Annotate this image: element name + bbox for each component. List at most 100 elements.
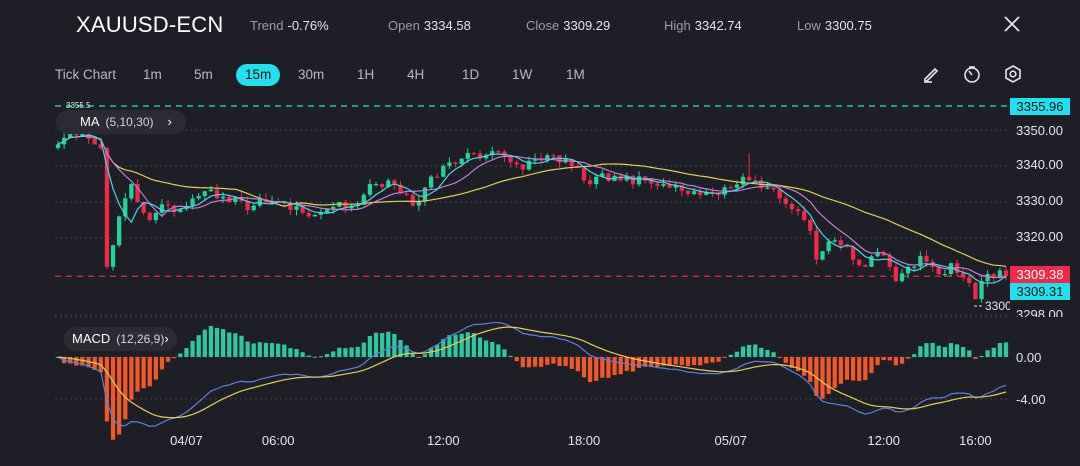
- timer-icon[interactable]: [961, 63, 983, 85]
- macd-histogram-bar: [906, 357, 911, 359]
- candle-body: [214, 189, 220, 199]
- timeframe-15m[interactable]: 15m: [236, 64, 281, 86]
- macd-histogram-bar: [141, 357, 146, 389]
- candle-body: [802, 211, 807, 220]
- macd-signal-line: [57, 326, 1007, 419]
- macd-histogram-bar: [514, 357, 519, 362]
- price-axis-label: 3330.00: [1016, 193, 1063, 208]
- macd-histogram-bar: [1003, 342, 1009, 357]
- macd-histogram-bar: [68, 357, 73, 364]
- candle-body: [600, 173, 605, 177]
- macd-histogram-bar: [422, 354, 428, 357]
- macd-histogram-bar: [269, 342, 275, 357]
- timeframe-4h[interactable]: 4H: [407, 67, 425, 82]
- macd-histogram-bar: [343, 348, 348, 357]
- macd-label: MACD: [72, 331, 111, 346]
- price-axis-label: 3340.00: [1016, 157, 1063, 172]
- macd-histogram-bar: [948, 343, 954, 357]
- macd-histogram-bar: [691, 357, 697, 366]
- macd-histogram-bar: [991, 347, 996, 357]
- candle-body: [967, 277, 972, 283]
- timeframe-1d[interactable]: 1D: [462, 67, 480, 82]
- candle-body: [814, 230, 819, 260]
- candle-body: [441, 165, 446, 177]
- macd-histogram-bar: [789, 357, 795, 368]
- candle-body: [545, 155, 550, 161]
- candle-body: [172, 205, 177, 213]
- macd-histogram-bar: [147, 357, 152, 387]
- candle-body: [655, 183, 660, 186]
- candle-body: [685, 190, 691, 195]
- timeframe-1h[interactable]: 1H: [357, 67, 375, 82]
- macd-histogram-bar: [850, 357, 856, 381]
- macd-histogram-bar: [165, 357, 171, 362]
- candle-body: [826, 241, 831, 252]
- candle-body: [789, 204, 795, 210]
- timeframe-1m[interactable]: 1M: [566, 67, 585, 82]
- candle-body: [734, 184, 740, 188]
- timeframe-tick-chart[interactable]: Tick Chart: [55, 67, 117, 82]
- high-stat: High 3342.74: [664, 18, 742, 33]
- candle-body: [783, 198, 788, 205]
- macd-indicator-pill[interactable]: MACD (12,26,9)›: [64, 327, 177, 351]
- close-icon[interactable]: [1000, 12, 1024, 36]
- price-axis-label: 3320.00: [1016, 229, 1063, 244]
- macd-histogram-bar: [104, 357, 110, 422]
- candle-body: [606, 173, 611, 181]
- macd-histogram-bar: [985, 350, 990, 357]
- candle-body: [532, 158, 538, 161]
- macd-histogram-bar: [618, 357, 623, 375]
- macd-histogram-bar: [795, 357, 801, 372]
- candle-body: [92, 138, 97, 145]
- candle-body: [129, 184, 134, 199]
- macd-histogram-bar: [532, 357, 538, 367]
- candle-body: [471, 153, 477, 155]
- macd-histogram-bar: [220, 329, 226, 357]
- ma-indicator-pill[interactable]: MA (5,10,30) ›: [56, 110, 186, 134]
- macd-histogram-bar: [373, 332, 379, 357]
- macd-histogram-bar: [465, 332, 470, 357]
- macd-histogram-bar: [954, 344, 960, 357]
- macd-histogram-bar: [135, 357, 140, 392]
- candle-body: [587, 180, 593, 185]
- draw-pencil-icon[interactable]: [920, 63, 942, 85]
- macd-histogram-bar: [459, 333, 464, 357]
- candle-body: [428, 176, 434, 188]
- time-axis-label: 12:00: [867, 433, 900, 448]
- macd-histogram-bar: [477, 337, 483, 357]
- candle-body: [746, 176, 752, 181]
- timeframe-1m[interactable]: 1m: [143, 67, 162, 82]
- macd-histogram-bar: [263, 342, 269, 357]
- macd-histogram-bar: [643, 357, 648, 367]
- macd-histogram-bar: [483, 340, 489, 357]
- low-value: 3300.75: [824, 18, 872, 33]
- macd-histogram-bar: [930, 342, 935, 357]
- macd-histogram-bar: [893, 357, 899, 366]
- macd-histogram-bar: [294, 349, 299, 357]
- settings-icon[interactable]: [1002, 63, 1024, 85]
- candle-body: [869, 256, 874, 267]
- macd-histogram-bar: [288, 348, 293, 357]
- macd-histogram-bar: [569, 357, 574, 369]
- candle-body: [220, 196, 226, 199]
- timeframe-1w[interactable]: 1W: [512, 67, 533, 82]
- macd-histogram-bar: [337, 347, 342, 357]
- macd-histogram-bar: [624, 357, 629, 371]
- candle-body: [202, 191, 207, 196]
- macd-histogram-bar: [869, 357, 874, 374]
- macd-histogram-bar: [887, 357, 892, 361]
- macd-histogram-bar: [227, 332, 232, 357]
- candle-body: [380, 184, 385, 188]
- timeframe-5m[interactable]: 5m: [194, 67, 213, 82]
- macd-histogram-bar: [453, 334, 458, 357]
- candle-body: [832, 240, 837, 242]
- candle-body: [159, 204, 165, 213]
- candle-body: [630, 175, 636, 185]
- macd-histogram-bar: [361, 342, 366, 357]
- macd-histogram-bar: [257, 342, 262, 357]
- timeframe-30m[interactable]: 30m: [298, 67, 325, 82]
- macd-histogram-bar: [704, 357, 709, 364]
- candle-body: [135, 184, 140, 202]
- macd-histogram-bar: [912, 354, 917, 357]
